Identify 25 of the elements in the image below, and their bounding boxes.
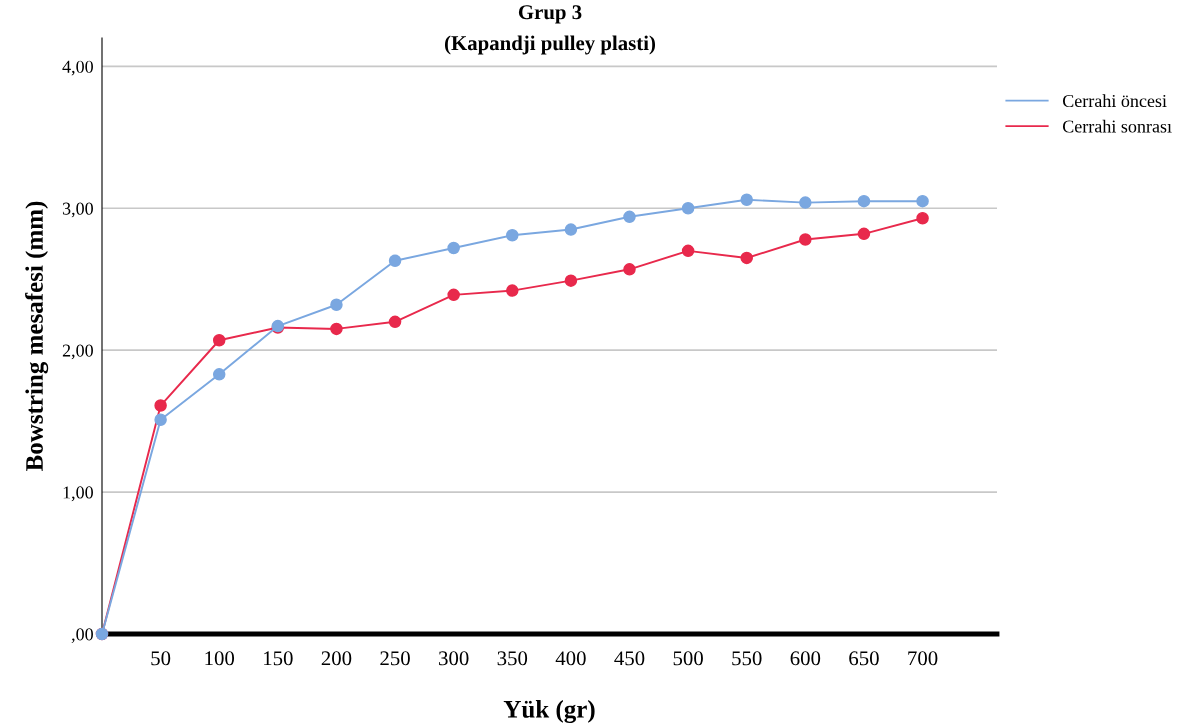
x-tick-label: 350 (497, 651, 528, 666)
x-tick-label: 500 (673, 651, 703, 666)
x-tick-label: 550 (732, 651, 762, 666)
x-tick-label: 600 (790, 651, 821, 666)
y-tick-label: 2,00 (62, 344, 93, 360)
x-tick-label: 50 (151, 651, 171, 666)
chart-subtitle: (Kapandji pulley plasti) (444, 35, 656, 55)
x-tick-label: 700 (908, 651, 938, 666)
legend-label: Cerrahi sonrası (1062, 119, 1172, 133)
x-tick-label: 400 (555, 651, 586, 666)
chart-title: Grup 3 (518, 5, 582, 24)
legend-label: Cerrahi öncesi (1062, 94, 1167, 108)
x-tick-label: 650 (849, 651, 879, 666)
y-tick-label: 3,00 (62, 202, 93, 218)
y-axis-title: Bowstring mesafesi (mm) (25, 201, 49, 471)
x-tick-label: 200 (321, 651, 352, 666)
x-tick-label: 250 (380, 651, 410, 666)
x-tick-label: 300 (439, 651, 469, 666)
x-tick-label: 450 (614, 651, 645, 666)
x-tick-label: 100 (205, 651, 235, 666)
x-tick-label: 150 (264, 651, 293, 666)
y-tick-label: 1,00 (63, 486, 93, 502)
x-axis-title: Yük (gr) (503, 700, 595, 723)
y-tick-label: ,00 (71, 628, 93, 644)
y-tick-label: 4,00 (62, 60, 93, 76)
